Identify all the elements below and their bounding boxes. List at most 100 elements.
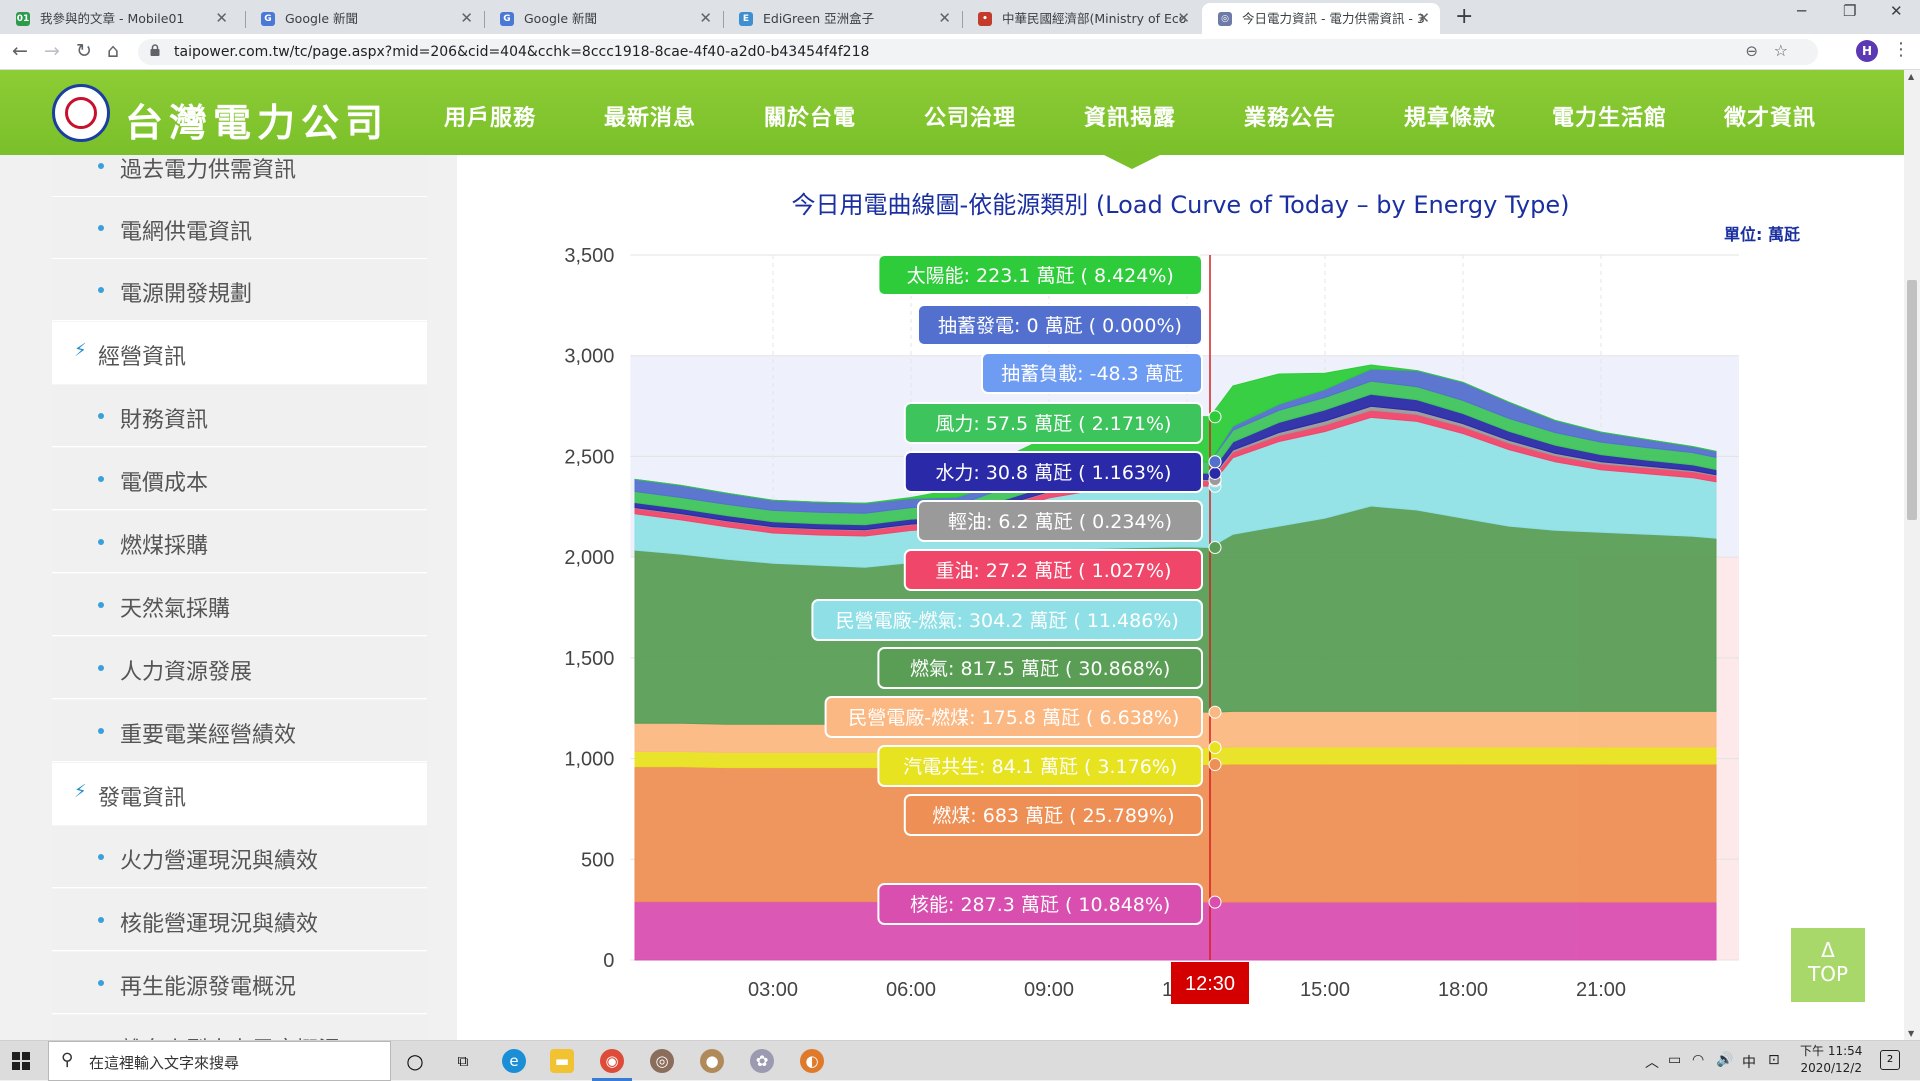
app-icon[interactable]: ◎ [650, 1049, 674, 1073]
task-view-icon[interactable]: ⧉ [457, 1052, 469, 1070]
tab-title: EdiGreen 亞洲盒子 [763, 11, 875, 26]
sidebar-item[interactable]: 重要電業經營績效 [52, 700, 427, 762]
close-icon[interactable]: ✕ [460, 9, 473, 27]
cursor-marker [1208, 541, 1222, 555]
notification-center-icon[interactable]: 2 [1880, 1050, 1900, 1070]
sidebar-item[interactable]: 人力資源發展 [52, 637, 427, 699]
bookmark-star-icon[interactable]: ☆ [1773, 41, 1788, 60]
blender-icon[interactable]: ◐ [800, 1049, 824, 1073]
scroll-down-icon[interactable]: ▼ [1908, 1029, 1915, 1038]
nav-disclosure[interactable]: 資訊揭露 [1084, 106, 1177, 131]
browser-tab[interactable]: G Google 新聞 ✕ [484, 3, 722, 34]
tooltip-text: 重油: 27.2 萬瓩 ( 1.027%) [935, 560, 1171, 582]
volume-icon[interactable]: 🔊 [1716, 1052, 1734, 1068]
sidebar-item[interactable]: 電網供電資訊 [52, 197, 427, 259]
close-icon[interactable]: ✕ [1177, 9, 1190, 27]
sidebar-item[interactable]: 離島小型水力電廠概況 [52, 1015, 427, 1040]
reload-icon[interactable]: ↻ [76, 40, 92, 62]
edge-icon[interactable]: e [502, 1049, 526, 1073]
cortana-icon[interactable]: ○ [406, 1049, 424, 1073]
tooltip-text: 風力: 57.5 萬瓩 ( 2.171%) [935, 413, 1171, 435]
bullet-icon [98, 728, 104, 734]
windows-start-icon[interactable] [12, 1052, 30, 1070]
menu-kebab-icon[interactable]: ⋮ [1892, 39, 1910, 60]
sidebar-item[interactable]: 財務資訊 [52, 385, 427, 447]
close-icon[interactable]: ✕ [215, 9, 228, 27]
nav-careers[interactable]: 徵才資訊 [1724, 106, 1817, 131]
top-button-label: TOP [1807, 962, 1849, 986]
nav-announcements[interactable]: 業務公告 [1244, 106, 1337, 131]
battery-icon[interactable]: ▭ [1668, 1052, 1682, 1068]
sidebar-item[interactable]: 電源開發規劃 [52, 259, 427, 321]
tooltip-box [917, 500, 1203, 542]
url-text[interactable]: taipower.com.tw/tc/page.aspx?mid=206&cid… [174, 44, 870, 60]
sidebar-item[interactable]: 電價成本 [52, 448, 427, 510]
forward-arrow-icon[interactable]: → [44, 40, 60, 62]
bullet-icon [98, 665, 104, 671]
network-icon[interactable]: ◠ [1692, 1052, 1705, 1068]
home-icon[interactable]: ⌂ [107, 40, 120, 62]
bullet-icon [98, 980, 104, 986]
browser-tab-active[interactable]: ◎ 今日電力資訊 - 電力供需資訊 - 3 ✕ [1202, 3, 1440, 34]
back-to-top-button[interactable]: Δ TOP [1791, 928, 1865, 1002]
sidebar-section[interactable]: ⚡ 經營資訊 [52, 322, 427, 384]
taipower-logo-icon[interactable] [52, 84, 110, 142]
browser-tab[interactable]: G Google 新聞 ✕ [245, 3, 483, 34]
scrollbar-thumb[interactable] [1907, 280, 1917, 520]
nav-about[interactable]: 關於台電 [764, 106, 857, 131]
page-scrollbar[interactable]: ▲ ▼ [1904, 70, 1920, 1040]
scroll-up-icon[interactable]: ▲ [1908, 72, 1915, 81]
close-icon[interactable]: ✕ [1417, 9, 1430, 27]
ime-indicator[interactable]: 中 [1742, 1055, 1756, 1071]
app-icon[interactable]: ✿ [750, 1049, 774, 1073]
file-explorer-icon[interactable]: ▬ [550, 1049, 574, 1073]
sidebar-section[interactable]: ⚡ 發電資訊 [52, 763, 427, 825]
tray-expand-icon[interactable]: ︿ [1645, 1055, 1659, 1071]
tooltip-text: 抽蓄負載: -48.3 萬瓩 [1001, 363, 1183, 385]
zoom-icon[interactable]: ⊖ [1745, 42, 1758, 60]
nav-user-services[interactable]: 用戶服務 [444, 106, 537, 131]
taskbar-clock[interactable]: 下午 11:54 2020/12/2 [1800, 1043, 1862, 1077]
url-omnibox[interactable]: taipower.com.tw/tc/page.aspx?mid=206&cid… [138, 39, 1818, 65]
x-tick-label: 15:00 [1300, 979, 1350, 1001]
new-tab-icon[interactable]: + [1455, 4, 1474, 29]
sidebar-item[interactable]: 火力營運現況與績效 [52, 826, 427, 888]
tooltip-box [877, 647, 1203, 689]
nav-active-caret [1104, 155, 1160, 169]
nav-power-life[interactable]: 電力生活館 [1552, 106, 1668, 131]
sidebar-item[interactable]: 天然氣採購 [52, 574, 427, 636]
sidebar-item-label: 電價成本 [120, 471, 209, 496]
nav-regulations[interactable]: 規章條款 [1404, 106, 1497, 131]
sidebar-item[interactable]: 再生能源發電概況 [52, 952, 427, 1014]
sidebar-item-label: 離島小型水力電廠概況 [120, 1032, 340, 1040]
ime-mode-icon[interactable]: ⊡ [1768, 1052, 1780, 1068]
sidebar-item[interactable]: 燃煤採購 [52, 511, 427, 573]
cursor-marker [1208, 410, 1222, 424]
minimize-icon[interactable]: ─ [1797, 2, 1807, 20]
tooltip-box [824, 696, 1203, 738]
close-icon[interactable]: ✕ [938, 9, 951, 27]
app-icon[interactable]: ● [700, 1049, 724, 1073]
nav-governance[interactable]: 公司治理 [924, 106, 1017, 131]
clock-date: 2020/12/2 [1800, 1061, 1862, 1075]
browser-tab[interactable]: E EdiGreen 亞洲盒子 ✕ [723, 3, 961, 34]
chrome-icon[interactable]: ◉ [600, 1049, 624, 1073]
profile-avatar[interactable]: H [1856, 40, 1878, 62]
bullet-icon [98, 476, 104, 482]
load-curve-chart[interactable]: 0 500 1,000 1,500 2,000 2,500 3,000 3,500 03:00 0… [457, 155, 1904, 1040]
close-icon[interactable]: ✕ [699, 9, 712, 27]
nav-latest-news[interactable]: 最新消息 [604, 106, 697, 131]
browser-tab[interactable]: • 中華民國經濟部(Ministry of Eco ✕ [962, 3, 1200, 34]
taskbar-search-box[interactable]: ⚲ 在這裡輸入文字來搜尋 [48, 1041, 391, 1081]
sidebar-item[interactable]: 核能營運現況與績效 [52, 889, 427, 951]
back-arrow-icon[interactable]: ← [12, 40, 28, 62]
site-logo-text[interactable]: 台灣電力公司 [125, 100, 390, 145]
sidebar-item[interactable]: 過去電力供需資訊 [52, 155, 427, 197]
tooltip-box [903, 451, 1203, 493]
chart-unit: 單位: 萬瓩 [1724, 225, 1800, 244]
window-close-icon[interactable]: ✕ [1890, 2, 1903, 20]
restore-icon[interactable]: ❐ [1843, 2, 1857, 20]
tooltip-text: 水力: 30.8 萬瓩 ( 1.163%) [935, 462, 1171, 484]
x-tick-label: 09:00 [1024, 979, 1074, 1001]
browser-tab[interactable]: 01 我參與的文章 - Mobile01 ✕ [0, 3, 238, 34]
